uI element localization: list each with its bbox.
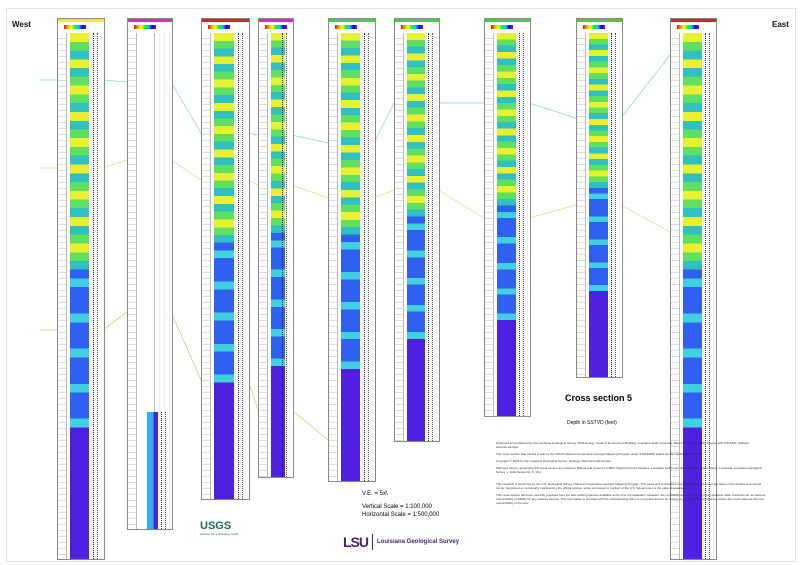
- vertical-exaggeration: V.E. = 5x\: [362, 491, 388, 497]
- well-header: [329, 19, 375, 22]
- depth-track: [577, 33, 586, 377]
- log-curve: [282, 33, 287, 477]
- lithology-track: [341, 33, 360, 481]
- depth-track: [329, 33, 338, 481]
- log-curve: [705, 33, 710, 559]
- well-log-8: [576, 18, 623, 378]
- scale-block: V.E. = 5x\ Vertical Scale = 1:100,000 Ho…: [362, 490, 439, 519]
- well-header: [202, 19, 249, 22]
- lithology-track: [271, 33, 285, 477]
- color-scale: [265, 25, 287, 29]
- well-header: [58, 19, 104, 22]
- note: Copyright © 2025 by the Louisiana Geolog…: [496, 459, 611, 463]
- lithology-track: [70, 33, 89, 559]
- note: Produced and published by the Louisiana …: [496, 441, 750, 449]
- east-label: East: [772, 20, 789, 29]
- color-scale: [208, 25, 230, 29]
- log-curve: [93, 33, 98, 559]
- lithology-track: [497, 33, 516, 416]
- usgs-logo: USGS science for a changing world: [200, 520, 239, 536]
- log-curve: [161, 411, 166, 529]
- well-log-9: [670, 18, 717, 560]
- cross-section-title: Cross section 5: [565, 393, 633, 403]
- well-log-4: [258, 18, 294, 478]
- well-log-6: [394, 18, 440, 442]
- lsu-logo: LSU Louisiana Geological Survey: [343, 534, 460, 550]
- resistivity-track: [154, 33, 172, 529]
- well-log-2: [127, 18, 173, 530]
- note: This cross section was funded in part by…: [496, 452, 704, 456]
- note: This research is supported by the U.S. G…: [496, 482, 762, 490]
- depth-track: [395, 33, 404, 441]
- lithology-track: [140, 411, 158, 529]
- note: This cross section has been carefully pr…: [496, 493, 766, 505]
- notes-block: Produced and published by the Louisiana …: [496, 441, 766, 508]
- well-log-3: [201, 18, 250, 500]
- log-curve: [428, 33, 433, 441]
- well-log-7: [484, 18, 531, 417]
- color-scale: [677, 25, 699, 29]
- color-scale: [335, 25, 357, 29]
- depth-label: Depth in SSTVD (feet): [567, 420, 617, 426]
- depth-track: [128, 33, 137, 529]
- note: Well tops used in generating this cross …: [496, 466, 762, 474]
- depth-track: [58, 33, 67, 559]
- color-scale: [134, 25, 156, 29]
- well-header: [485, 19, 530, 22]
- log-curve: [238, 33, 243, 499]
- lithology-track: [589, 33, 608, 377]
- well-log-1: [57, 18, 105, 560]
- color-scale: [583, 25, 605, 29]
- well-header: [128, 19, 172, 22]
- depth-track: [485, 33, 494, 416]
- log-curve: [611, 33, 616, 377]
- color-scale: [64, 25, 86, 29]
- well-log-5: [328, 18, 376, 482]
- horizontal-scale: Horizontal Scale = 1:500,000: [362, 512, 440, 518]
- well-header: [395, 19, 439, 22]
- log-curve: [364, 33, 369, 481]
- vertical-scale: Vertical Scale = 1:100,000: [362, 504, 432, 510]
- depth-track: [259, 33, 268, 477]
- log-curve: [519, 33, 524, 416]
- lithology-track: [214, 33, 234, 499]
- well-header: [671, 19, 716, 22]
- depth-track: [671, 33, 680, 559]
- depth-track: [202, 33, 211, 499]
- color-scale: [401, 25, 423, 29]
- lithology-track: [407, 33, 425, 441]
- west-label: West: [12, 20, 31, 29]
- lithology-track: [683, 33, 702, 559]
- color-scale: [491, 25, 513, 29]
- well-header: [259, 19, 293, 22]
- well-header: [577, 19, 622, 22]
